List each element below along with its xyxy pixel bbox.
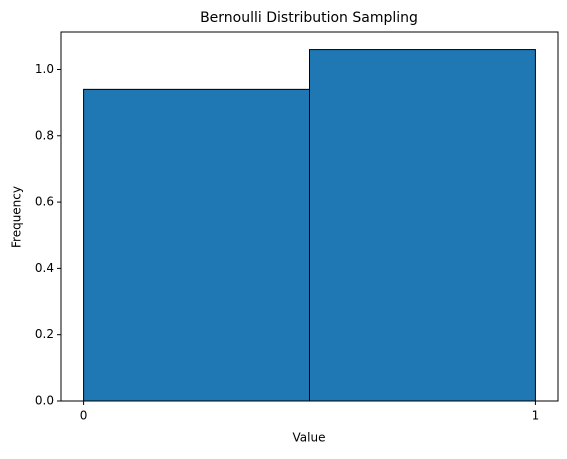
y-tick-label: 0.6 [35,195,54,209]
bar [309,49,536,402]
axes-frame [60,31,559,402]
y-tick-label: 0.4 [35,261,54,275]
y-tick-label: 0.0 [35,394,54,408]
x-tick-label: 0 [80,409,88,423]
bar [83,88,310,402]
y-tick-label: 0.2 [35,327,54,341]
y-tick-label: 1.0 [35,62,54,76]
y-tick-label: 0.8 [35,128,54,142]
chart-title: Bernoulli Distribution Sampling [200,10,418,26]
x-axis-label: Value [293,431,326,445]
y-axis-label: Frequency [10,186,24,248]
x-tick-label: 1 [532,409,540,423]
